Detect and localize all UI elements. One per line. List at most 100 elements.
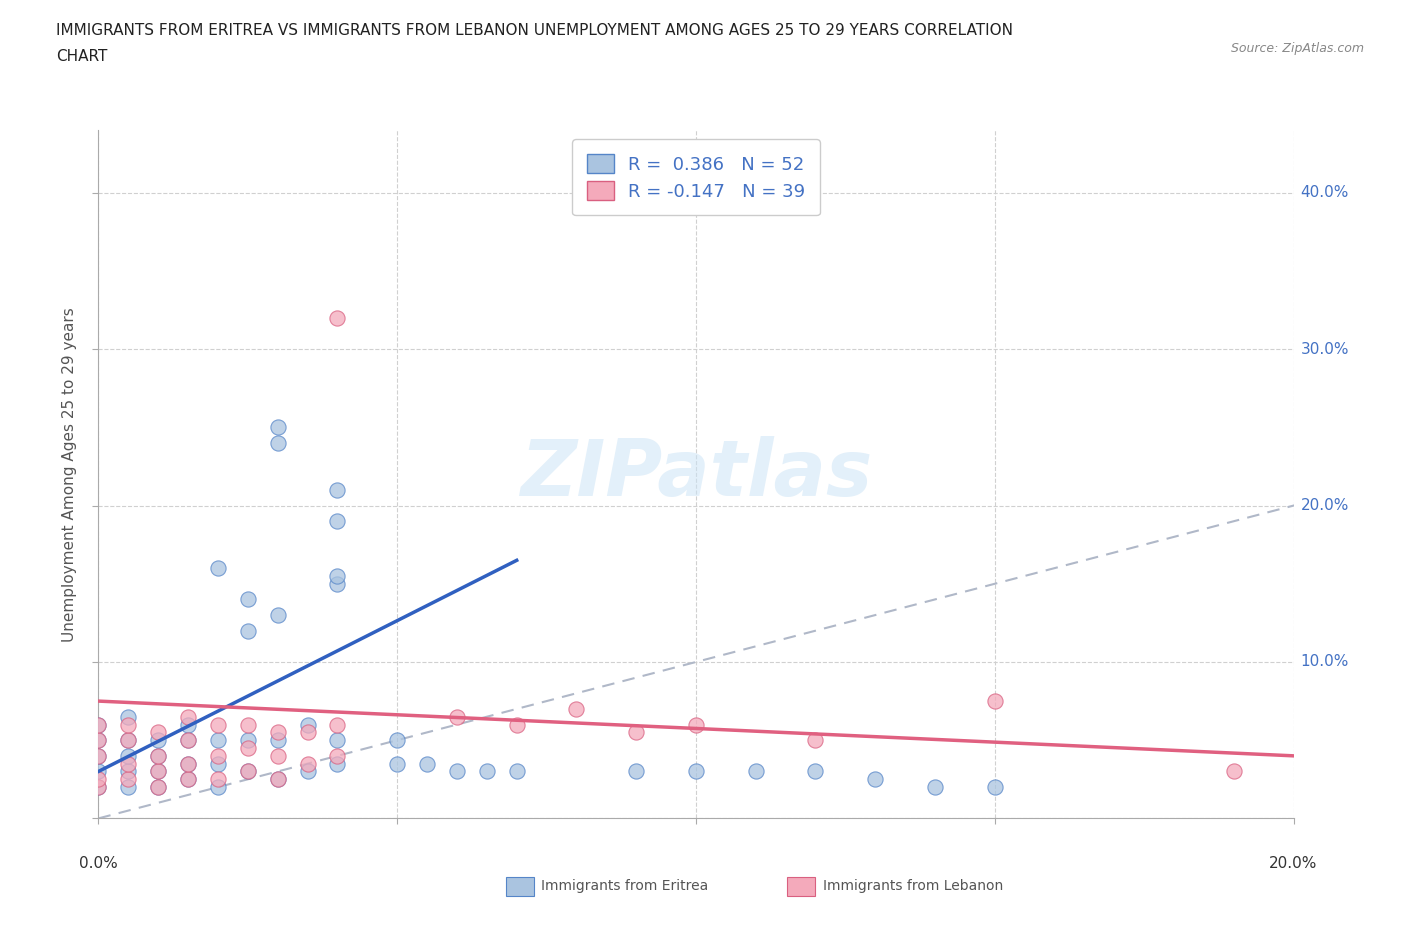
Point xyxy=(177,733,200,748)
Point xyxy=(148,749,170,764)
Point xyxy=(446,764,468,779)
Point xyxy=(624,764,647,779)
Point xyxy=(117,733,139,748)
Point xyxy=(117,756,139,771)
Text: 0.0%: 0.0% xyxy=(79,856,118,870)
Point xyxy=(148,725,170,740)
Point xyxy=(267,725,290,740)
Point xyxy=(416,756,439,771)
Text: IMMIGRANTS FROM ERITREA VS IMMIGRANTS FROM LEBANON UNEMPLOYMENT AMONG AGES 25 TO: IMMIGRANTS FROM ERITREA VS IMMIGRANTS FR… xyxy=(56,23,1014,38)
Point xyxy=(685,764,707,779)
Point xyxy=(148,779,170,794)
Point xyxy=(117,749,139,764)
Point xyxy=(326,568,349,583)
Point xyxy=(267,607,290,622)
Point xyxy=(624,725,647,740)
Point xyxy=(326,733,349,748)
Point xyxy=(87,772,110,787)
Point xyxy=(326,483,349,498)
Point xyxy=(267,772,290,787)
Point xyxy=(117,772,139,787)
Point xyxy=(565,701,588,716)
Point xyxy=(87,733,110,748)
Text: CHART: CHART xyxy=(56,49,108,64)
Text: 30.0%: 30.0% xyxy=(1301,341,1348,357)
Point xyxy=(117,710,139,724)
Point xyxy=(267,772,290,787)
Point xyxy=(804,733,827,748)
Point xyxy=(236,764,259,779)
Point xyxy=(148,779,170,794)
Point xyxy=(207,756,229,771)
Point xyxy=(326,717,349,732)
Y-axis label: Unemployment Among Ages 25 to 29 years: Unemployment Among Ages 25 to 29 years xyxy=(62,307,77,642)
Legend: R =  0.386   N = 52, R = -0.147   N = 39: R = 0.386 N = 52, R = -0.147 N = 39 xyxy=(572,140,820,215)
Point xyxy=(207,749,229,764)
Point xyxy=(148,764,170,779)
Point xyxy=(297,756,319,771)
Point xyxy=(117,779,139,794)
Point xyxy=(177,733,200,748)
Point xyxy=(177,756,200,771)
Point xyxy=(865,772,887,787)
Point xyxy=(804,764,827,779)
Point xyxy=(87,749,110,764)
Point xyxy=(1223,764,1246,779)
Point xyxy=(207,779,229,794)
Point xyxy=(177,772,200,787)
Point xyxy=(236,623,259,638)
Text: 20.0%: 20.0% xyxy=(1301,498,1348,513)
Point xyxy=(983,779,1005,794)
Point xyxy=(117,764,139,779)
Point xyxy=(236,592,259,607)
Text: Immigrants from Lebanon: Immigrants from Lebanon xyxy=(823,879,1002,894)
Point xyxy=(177,710,200,724)
Point xyxy=(924,779,946,794)
Point xyxy=(117,733,139,748)
Text: 20.0%: 20.0% xyxy=(1270,856,1317,870)
Point xyxy=(297,717,319,732)
Text: ZIPatlas: ZIPatlas xyxy=(520,436,872,512)
Point xyxy=(326,577,349,591)
Point xyxy=(326,311,349,325)
Point xyxy=(326,749,349,764)
Point xyxy=(87,717,110,732)
Point xyxy=(446,710,468,724)
Point xyxy=(177,717,200,732)
Point xyxy=(685,717,707,732)
Point xyxy=(207,717,229,732)
Point xyxy=(87,779,110,794)
Point xyxy=(326,513,349,528)
Point xyxy=(236,764,259,779)
Point xyxy=(117,717,139,732)
Point xyxy=(385,756,409,771)
Point xyxy=(506,764,529,779)
Point xyxy=(177,772,200,787)
Point xyxy=(148,749,170,764)
Point xyxy=(207,772,229,787)
Point xyxy=(148,733,170,748)
Point xyxy=(177,756,200,771)
Point xyxy=(385,733,409,748)
Point xyxy=(267,435,290,450)
Point xyxy=(87,764,110,779)
Point xyxy=(236,733,259,748)
Point xyxy=(475,764,498,779)
Point xyxy=(297,725,319,740)
Point xyxy=(87,779,110,794)
Point xyxy=(207,561,229,576)
Point xyxy=(87,717,110,732)
Point xyxy=(267,749,290,764)
Text: Immigrants from Eritrea: Immigrants from Eritrea xyxy=(541,879,709,894)
Point xyxy=(745,764,768,779)
Text: 10.0%: 10.0% xyxy=(1301,655,1348,670)
Point xyxy=(297,764,319,779)
Text: Source: ZipAtlas.com: Source: ZipAtlas.com xyxy=(1230,42,1364,55)
Point xyxy=(506,717,529,732)
Point xyxy=(267,733,290,748)
Point xyxy=(983,694,1005,709)
Point xyxy=(267,420,290,435)
Point xyxy=(326,756,349,771)
Point xyxy=(236,717,259,732)
Point xyxy=(87,733,110,748)
